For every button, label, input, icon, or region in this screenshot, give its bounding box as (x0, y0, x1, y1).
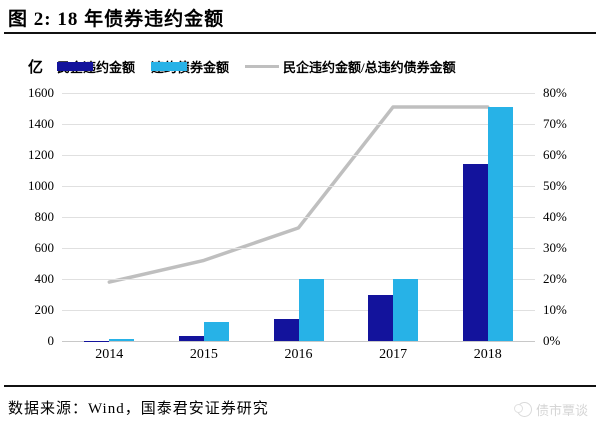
y-axis-right-tick: 40% (543, 209, 567, 224)
bar-defaulted-bonds (487, 106, 513, 341)
legend-bar-swatch (57, 62, 94, 71)
bar-defaulted-bonds (298, 279, 324, 341)
gridline (62, 124, 535, 125)
y-axis-right-tick: 10% (543, 302, 567, 317)
bar-private-enterprise-default (178, 335, 204, 341)
y-axis-right-tick: 50% (543, 178, 567, 193)
x-axis-tick: 2016 (284, 347, 313, 362)
legend-line-swatch (245, 65, 280, 68)
y-axis-left-tick: 200 (34, 302, 55, 317)
y-axis-right-tick: 20% (543, 271, 567, 286)
y-axis-left-tick: 1400 (28, 116, 54, 131)
ratio-line (107, 105, 490, 284)
x-axis-tick: 2017 (379, 347, 408, 362)
y-axis-left-tick: 400 (34, 271, 55, 286)
legend-item-bond-default: 违约债券金额 (151, 57, 229, 76)
bar-defaulted-bonds (109, 339, 135, 341)
gridline (62, 217, 535, 218)
y-axis-left-tick: 1200 (28, 147, 54, 162)
y-axis-right-tick: 80% (543, 85, 567, 100)
bar-private-enterprise-default (273, 318, 299, 341)
y-axis-left-tick: 600 (34, 240, 55, 255)
watermark-text: 债市覃谈 (535, 403, 588, 418)
y-axis-right-tick: 0% (543, 333, 561, 348)
gridline (62, 341, 535, 342)
data-source-note: 数据来源：Wind，国泰君安证券研究 (8, 401, 269, 417)
watermark: 债市覃谈 (513, 400, 588, 419)
gridline (62, 93, 535, 94)
y-axis-right-tick: 60% (543, 147, 567, 162)
bar-defaulted-bonds (203, 321, 229, 341)
gridline (62, 155, 535, 156)
y-axis-right-tick: 30% (543, 240, 567, 255)
bar-line-combo-chart: 0 0% 200 10% 400 20% 600 30% 800 40% 1000 50% 1200 60… (0, 84, 600, 380)
y-axis-unit-label: 亿 (28, 60, 44, 76)
bar-private-enterprise-default (368, 294, 394, 341)
gridline (62, 186, 535, 187)
y-axis-left-tick: 800 (34, 209, 55, 224)
x-axis-tick: 2014 (95, 347, 124, 362)
title-divider-line (4, 32, 596, 34)
gridline (62, 248, 535, 249)
legend-item-ratio: 民企违约金额/总违约债券金额 (245, 57, 456, 76)
figure-title: 图 2: 18 年债券违约金额 (8, 9, 225, 30)
y-axis-left-tick: 1600 (28, 85, 54, 100)
bar-defaulted-bonds (393, 279, 419, 341)
watermark-logo-icon (513, 402, 532, 417)
legend-label: 民企违约金额/总违约债券金额 (283, 60, 456, 75)
footer-divider-line (4, 385, 596, 387)
legend-bar-swatch (151, 62, 188, 71)
y-axis-right-tick: 70% (543, 116, 567, 131)
y-axis-left-tick: 1000 (28, 178, 54, 193)
legend-item-private-default: 民企违约金额 (57, 57, 135, 76)
x-axis-tick: 2015 (189, 347, 218, 362)
bar-private-enterprise-default (462, 164, 488, 341)
x-axis-tick: 2018 (473, 347, 502, 362)
chart-legend: 亿 民企违约金额 违约债券金额 民企违约金额/总违约债券金额 (28, 56, 472, 77)
y-axis-left-tick: 0 (47, 333, 55, 348)
